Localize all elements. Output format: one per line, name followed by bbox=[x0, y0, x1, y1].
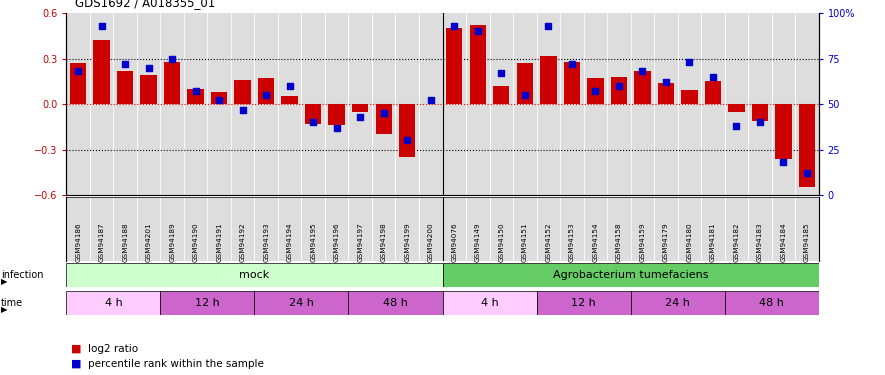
Bar bbox=[630, 291, 725, 315]
Bar bbox=[352, 104, 368, 112]
Point bbox=[259, 92, 273, 98]
Text: 4 h: 4 h bbox=[481, 298, 498, 308]
Text: 12 h: 12 h bbox=[195, 298, 219, 308]
Point bbox=[565, 61, 579, 67]
Bar bbox=[517, 63, 533, 104]
Bar bbox=[66, 262, 442, 287]
Bar bbox=[66, 291, 160, 315]
Bar bbox=[725, 291, 819, 315]
Bar bbox=[442, 291, 536, 315]
Text: 24 h: 24 h bbox=[289, 298, 314, 308]
Bar bbox=[255, 291, 349, 315]
Point bbox=[494, 70, 508, 76]
Point bbox=[189, 88, 203, 94]
Text: infection: infection bbox=[1, 270, 43, 279]
Point bbox=[658, 79, 673, 85]
Point bbox=[753, 119, 767, 125]
Bar bbox=[536, 291, 630, 315]
Point bbox=[682, 59, 696, 65]
Bar bbox=[470, 25, 486, 104]
Bar bbox=[94, 40, 110, 104]
Bar bbox=[658, 83, 674, 104]
Point bbox=[424, 98, 438, 104]
Point bbox=[612, 83, 626, 89]
Bar bbox=[349, 291, 442, 315]
Point bbox=[71, 68, 85, 74]
Text: log2 ratio: log2 ratio bbox=[88, 344, 139, 354]
Bar bbox=[281, 96, 298, 104]
Point bbox=[729, 123, 743, 129]
Text: percentile rank within the sample: percentile rank within the sample bbox=[88, 359, 265, 369]
Text: ■: ■ bbox=[71, 344, 81, 354]
Point bbox=[95, 23, 109, 29]
Bar bbox=[305, 104, 321, 124]
Point bbox=[400, 138, 414, 144]
Point bbox=[776, 159, 790, 165]
Text: ▶: ▶ bbox=[1, 305, 7, 314]
Bar bbox=[328, 104, 345, 125]
Point bbox=[282, 83, 296, 89]
Text: ■: ■ bbox=[71, 359, 81, 369]
Bar bbox=[446, 28, 463, 104]
Text: ▶: ▶ bbox=[1, 277, 7, 286]
Bar bbox=[587, 78, 604, 104]
Bar bbox=[160, 291, 255, 315]
Point bbox=[635, 68, 650, 74]
Bar bbox=[704, 81, 721, 104]
Point bbox=[377, 110, 391, 116]
Bar bbox=[235, 80, 251, 104]
Bar bbox=[442, 262, 819, 287]
Text: 4 h: 4 h bbox=[104, 298, 122, 308]
Bar bbox=[634, 71, 650, 104]
Point bbox=[542, 23, 556, 29]
Bar bbox=[375, 104, 392, 134]
Point bbox=[471, 28, 485, 34]
Point bbox=[447, 23, 461, 29]
Bar bbox=[117, 71, 134, 104]
Text: mock: mock bbox=[239, 270, 270, 280]
Point bbox=[800, 170, 814, 176]
Bar bbox=[611, 77, 627, 104]
Point bbox=[118, 61, 132, 67]
Text: 12 h: 12 h bbox=[571, 298, 596, 308]
Point bbox=[705, 74, 720, 80]
Point bbox=[306, 119, 320, 125]
Bar bbox=[399, 104, 415, 157]
Bar bbox=[141, 75, 157, 104]
Text: 48 h: 48 h bbox=[383, 298, 408, 308]
Text: GDS1692 / A018355_01: GDS1692 / A018355_01 bbox=[75, 0, 215, 9]
Bar bbox=[751, 104, 768, 121]
Bar bbox=[211, 92, 227, 104]
Bar bbox=[775, 104, 791, 159]
Bar bbox=[258, 78, 274, 104]
Text: time: time bbox=[1, 298, 23, 307]
Bar bbox=[540, 56, 557, 104]
Point bbox=[235, 106, 250, 112]
Point bbox=[329, 125, 343, 131]
Bar bbox=[798, 104, 815, 188]
Bar bbox=[164, 62, 181, 104]
Bar bbox=[681, 90, 697, 104]
Point bbox=[142, 64, 156, 70]
Bar bbox=[70, 63, 87, 104]
Point bbox=[518, 92, 532, 98]
Bar bbox=[728, 104, 744, 112]
Point bbox=[212, 98, 227, 104]
Point bbox=[589, 88, 603, 94]
Bar bbox=[564, 62, 580, 104]
Text: 48 h: 48 h bbox=[759, 298, 784, 308]
Bar bbox=[493, 86, 510, 104]
Point bbox=[353, 114, 367, 120]
Bar bbox=[188, 89, 204, 104]
Text: Agrobacterium tumefaciens: Agrobacterium tumefaciens bbox=[553, 270, 708, 280]
Text: 24 h: 24 h bbox=[666, 298, 690, 308]
Point bbox=[165, 56, 180, 62]
